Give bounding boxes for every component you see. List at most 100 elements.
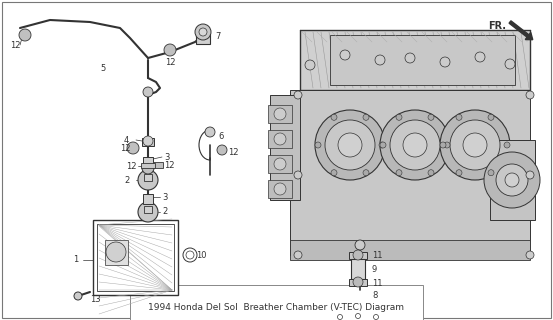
Polygon shape bbox=[290, 240, 530, 260]
Polygon shape bbox=[268, 130, 292, 148]
Circle shape bbox=[428, 170, 434, 176]
Circle shape bbox=[496, 164, 528, 196]
Polygon shape bbox=[97, 224, 174, 291]
Circle shape bbox=[405, 53, 415, 63]
Circle shape bbox=[363, 114, 369, 120]
Text: 1994 Honda Del Sol  Breather Chamber (V-TEC) Diagram: 1994 Honda Del Sol Breather Chamber (V-T… bbox=[149, 303, 404, 312]
Circle shape bbox=[353, 250, 363, 260]
Circle shape bbox=[428, 114, 434, 120]
Circle shape bbox=[338, 133, 362, 157]
Text: 7: 7 bbox=[215, 31, 221, 41]
Polygon shape bbox=[144, 206, 152, 213]
Polygon shape bbox=[105, 240, 128, 265]
Text: 8: 8 bbox=[372, 291, 377, 300]
Text: 12: 12 bbox=[126, 162, 137, 171]
Circle shape bbox=[390, 120, 440, 170]
Circle shape bbox=[183, 248, 197, 262]
Circle shape bbox=[456, 114, 462, 120]
Circle shape bbox=[526, 91, 534, 99]
Circle shape bbox=[274, 158, 286, 170]
Circle shape bbox=[526, 171, 534, 179]
Circle shape bbox=[353, 277, 363, 287]
Polygon shape bbox=[490, 140, 535, 220]
Text: 13: 13 bbox=[90, 295, 101, 305]
Circle shape bbox=[199, 28, 207, 36]
Circle shape bbox=[456, 170, 462, 176]
Circle shape bbox=[274, 183, 286, 195]
Text: 9: 9 bbox=[372, 265, 377, 274]
Circle shape bbox=[450, 120, 500, 170]
Text: 6: 6 bbox=[218, 132, 223, 140]
Circle shape bbox=[505, 173, 519, 187]
Circle shape bbox=[356, 314, 361, 318]
Circle shape bbox=[305, 60, 315, 70]
Circle shape bbox=[363, 170, 369, 176]
Text: 11: 11 bbox=[372, 278, 383, 287]
Circle shape bbox=[475, 52, 485, 62]
Circle shape bbox=[379, 142, 385, 148]
Text: 12: 12 bbox=[10, 41, 20, 50]
Circle shape bbox=[396, 114, 402, 120]
Bar bbox=[153, 162, 163, 168]
Circle shape bbox=[463, 133, 487, 157]
Circle shape bbox=[331, 114, 337, 120]
Polygon shape bbox=[330, 35, 515, 85]
Circle shape bbox=[294, 171, 302, 179]
Circle shape bbox=[217, 145, 227, 155]
Circle shape bbox=[315, 142, 321, 148]
Circle shape bbox=[373, 315, 378, 319]
Text: 11: 11 bbox=[372, 252, 383, 260]
Circle shape bbox=[526, 251, 534, 259]
FancyArrow shape bbox=[509, 21, 533, 40]
Text: 2: 2 bbox=[124, 175, 129, 185]
Circle shape bbox=[138, 170, 158, 190]
Text: 4: 4 bbox=[124, 135, 129, 145]
Text: 1: 1 bbox=[73, 255, 79, 265]
Circle shape bbox=[340, 50, 350, 60]
Circle shape bbox=[164, 44, 176, 56]
Circle shape bbox=[337, 315, 342, 319]
Polygon shape bbox=[290, 90, 530, 255]
Circle shape bbox=[440, 110, 510, 180]
Circle shape bbox=[142, 162, 154, 174]
Circle shape bbox=[315, 110, 385, 180]
Circle shape bbox=[325, 120, 375, 170]
Circle shape bbox=[274, 108, 286, 120]
Text: 3: 3 bbox=[164, 153, 169, 162]
Bar bbox=[349, 279, 367, 286]
Text: FR.: FR. bbox=[488, 21, 506, 31]
Polygon shape bbox=[268, 180, 292, 198]
Bar bbox=[349, 252, 367, 259]
Polygon shape bbox=[270, 95, 300, 200]
Circle shape bbox=[504, 142, 510, 148]
Bar bbox=[351, 259, 365, 279]
Circle shape bbox=[274, 133, 286, 145]
Circle shape bbox=[143, 87, 153, 97]
Polygon shape bbox=[268, 105, 292, 123]
Circle shape bbox=[484, 152, 540, 208]
Text: 12: 12 bbox=[164, 161, 175, 170]
Circle shape bbox=[403, 133, 427, 157]
Polygon shape bbox=[142, 138, 154, 146]
Circle shape bbox=[505, 59, 515, 69]
Circle shape bbox=[440, 142, 446, 148]
Circle shape bbox=[195, 24, 211, 40]
Circle shape bbox=[488, 170, 494, 176]
Circle shape bbox=[396, 170, 402, 176]
Circle shape bbox=[380, 110, 450, 180]
Circle shape bbox=[331, 170, 337, 176]
Circle shape bbox=[138, 202, 158, 222]
Circle shape bbox=[440, 57, 450, 67]
Bar bbox=[143, 157, 153, 165]
Polygon shape bbox=[144, 174, 152, 181]
Circle shape bbox=[294, 251, 302, 259]
Polygon shape bbox=[268, 155, 292, 173]
Circle shape bbox=[74, 292, 82, 300]
Bar bbox=[143, 194, 153, 204]
Text: 3: 3 bbox=[162, 193, 168, 202]
Circle shape bbox=[375, 55, 385, 65]
Circle shape bbox=[19, 29, 31, 41]
Bar bbox=[141, 163, 155, 168]
Text: 10: 10 bbox=[196, 251, 206, 260]
Polygon shape bbox=[93, 220, 178, 295]
